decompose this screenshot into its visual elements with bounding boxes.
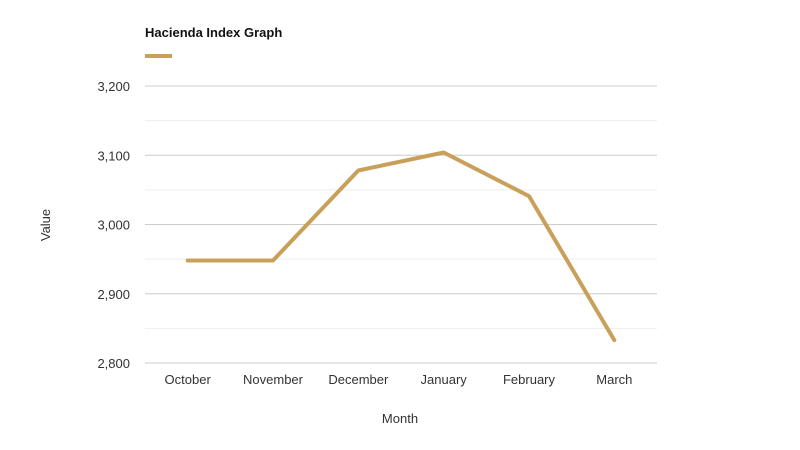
series-line	[185, 150, 617, 343]
legend-swatch	[145, 54, 172, 58]
y-tick-label: 3,000	[97, 218, 130, 233]
gridlines	[145, 85, 657, 364]
x-tick-label: October	[165, 372, 212, 387]
x-tick-label: November	[243, 372, 304, 387]
x-tick-label: January	[421, 372, 468, 387]
y-tick-label: 3,100	[97, 148, 130, 163]
x-tick-label: December	[328, 372, 389, 387]
x-tick-label: March	[596, 372, 632, 387]
y-tick-label: 2,900	[97, 287, 130, 302]
x-tick-label: February	[503, 372, 556, 387]
x-axis-label: Month	[382, 411, 418, 426]
y-tick-label: 3,200	[97, 79, 130, 94]
y-tick-labels: 2,800 2,900 3,000 3,100 3,200	[97, 79, 130, 371]
chart-title: Hacienda Index Graph	[145, 25, 282, 40]
y-axis-label: Value	[38, 209, 53, 241]
y-tick-label: 2,800	[97, 356, 130, 371]
x-tick-labels: October November December January February Ma…	[165, 372, 633, 387]
series-layer	[185, 150, 617, 343]
